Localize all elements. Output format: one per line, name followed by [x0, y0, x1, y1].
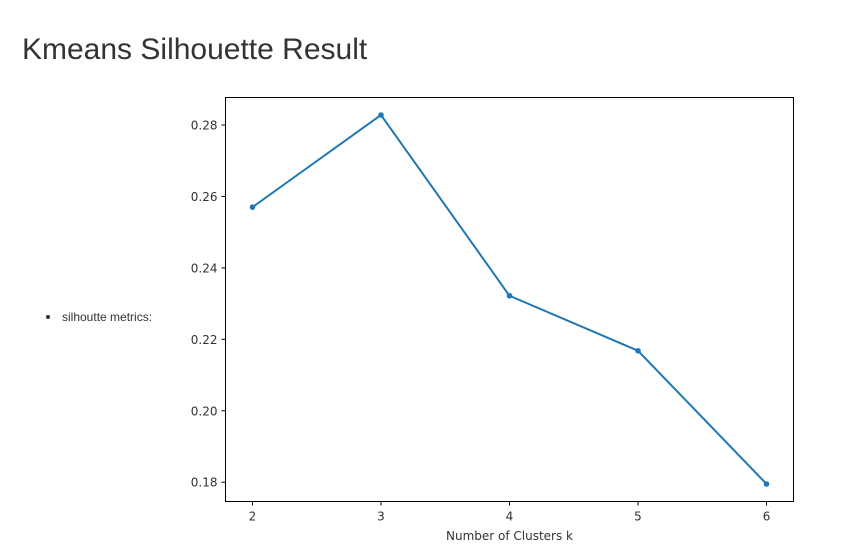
- data-point: [635, 347, 641, 354]
- y-tick-label: 0.20: [191, 404, 218, 418]
- plot-series: [249, 112, 770, 487]
- y-tick-label: 0.28: [191, 119, 218, 133]
- x-tick-label: 4: [506, 510, 514, 524]
- data-point: [763, 481, 770, 487]
- plot-frame: [225, 97, 794, 502]
- x-tick-label: 2: [249, 510, 257, 524]
- x-tick-label: 5: [634, 510, 642, 524]
- y-tick-label: 0.26: [191, 190, 218, 204]
- bullet-icon: [46, 315, 50, 319]
- y-tick-label: 0.22: [191, 333, 218, 347]
- series-line: [251, 114, 768, 485]
- page-title: Kmeans Silhouette Result: [22, 33, 368, 66]
- x-tick-label: 3: [377, 510, 385, 524]
- metric-list: silhoutte metrics:: [42, 309, 152, 325]
- y-tick-label: 0.18: [191, 476, 218, 490]
- metric-item: silhoutte metrics:: [42, 309, 152, 325]
- x-axis-ticks: 2 3 4 5 6: [249, 501, 771, 524]
- metric-label: silhoutte metrics:: [62, 310, 153, 324]
- data-point: [506, 292, 513, 299]
- x-axis-label: Number of Clusters k: [446, 529, 573, 543]
- x-tick-label: 6: [763, 510, 771, 524]
- y-axis-ticks: 0.18 0.20 0.22 0.24 0.26 0.28: [191, 119, 226, 490]
- y-tick-label: 0.24: [191, 261, 218, 275]
- data-point: [249, 204, 256, 210]
- data-point: [378, 112, 384, 118]
